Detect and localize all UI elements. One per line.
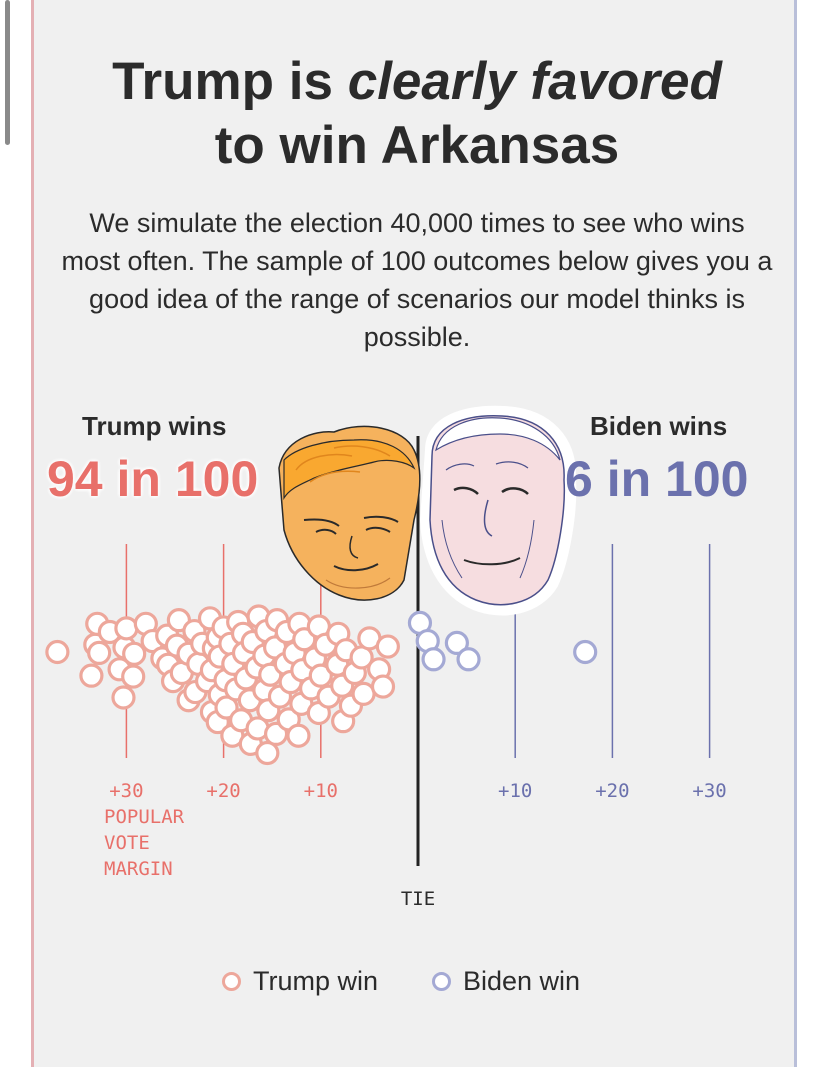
legend: Trump win Biden win (34, 966, 800, 1006)
trump-outcome-dot (87, 640, 112, 666)
headline: Trump is clearly favored to win Arkansas (34, 50, 800, 178)
trump-outcome-dot (370, 674, 396, 699)
trump-outcome-dot (286, 723, 311, 748)
trump-outcome-dot (45, 639, 70, 665)
tick-label: +30 (692, 780, 726, 802)
trump-outcome-dot (375, 634, 400, 659)
tick-label: +20 (206, 780, 240, 802)
trump-outcome-dot (79, 663, 104, 688)
biden-dot-icon (432, 972, 451, 991)
tick-label: +30 (109, 780, 143, 802)
trump-outcome-dot (114, 616, 139, 641)
scrollbar[interactable] (5, 0, 10, 145)
axis-label-line: MARGIN (104, 858, 173, 880)
trump-wins-label: Trump wins (82, 411, 227, 441)
legend-trump-label: Trump win (253, 966, 379, 996)
trump-outcome-dot (308, 663, 333, 688)
trump-illustration (278, 425, 421, 601)
biden-outcome-dot (456, 647, 481, 672)
trump-outcome-dot (121, 664, 146, 689)
headline-part2: to win Arkansas (214, 116, 620, 175)
axis-label-line: VOTE (104, 832, 150, 854)
legend-item-trump: Trump win (222, 966, 378, 997)
biden-wins-count: 6 in 100 (565, 451, 749, 507)
simulation-chart: +30 +20 +10 +10 +20 +30 TIE POPULAR VOTE MARGIN (45, 405, 727, 910)
biden-outcome-dot (421, 647, 446, 672)
biden-outcome-dot (573, 639, 598, 665)
headline-part1: Trump is (112, 52, 348, 111)
trump-outcome-dot (255, 740, 280, 766)
forecast-card: Trump is clearly favored to win Arkansas… (31, 0, 797, 1067)
trump-outcome-dot (122, 641, 147, 666)
biden-wins-label: Biden wins (590, 411, 728, 441)
tick-label: +10 (498, 780, 532, 802)
tie-label: TIE (401, 888, 435, 910)
trump-outcome-dot (111, 685, 136, 710)
legend-item-biden: Biden win (432, 966, 580, 997)
headline-emphasis: clearly favored (347, 52, 722, 111)
biden-outcome-dot (444, 630, 469, 656)
tick-label: +20 (595, 780, 629, 802)
axis-label-line: POPULAR (104, 806, 185, 828)
description: We simulate the election 40,000 times to… (61, 208, 773, 352)
legend-biden-label: Biden win (463, 966, 581, 996)
trump-wins-count: 94 in 100 (47, 451, 259, 507)
biden-illustration (419, 405, 577, 616)
trump-dot-icon (222, 972, 241, 991)
tick-label: +10 (304, 780, 338, 802)
